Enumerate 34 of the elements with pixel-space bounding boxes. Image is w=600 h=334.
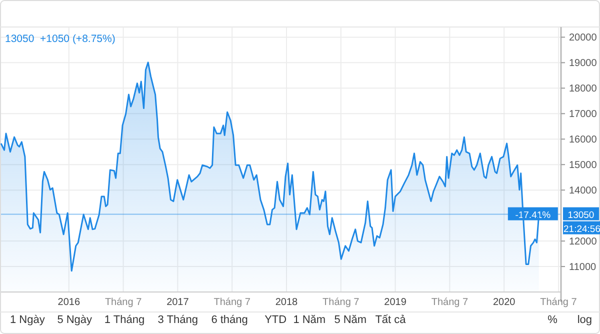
y-tick-label: 15000 [569,160,598,172]
y-tick-label: 14000 [569,186,598,197]
y-tick-label: 17000 [569,109,598,120]
x-tick-label: Tháng 7 [540,297,578,308]
y-tick-label: 18000 [569,84,598,95]
x-tick-label: 2019 [384,297,407,308]
y-tick-label: 20000 [569,32,598,44]
text: 1 Tháng [104,314,145,326]
text: 5 Ngày [57,314,93,326]
annotation: -17.41% [515,210,552,221]
x-tick-label: Tháng 7 [431,297,468,308]
x-tick-label: Tháng 7 [104,297,142,308]
text: 21:24:56 [564,224,600,235]
x-tick-label: 2016 [58,297,80,308]
ref-line-label: 13050 [568,210,594,221]
x-tick-label: 2017 [166,297,190,308]
x-tick-label: 2018 [275,297,298,308]
text: 1 Ngày [10,314,46,326]
x-tick-label: Tháng 7 [214,297,251,308]
text: 6 tháng [211,314,248,326]
x-tick-label: Tháng 7 [322,297,360,308]
text: 3 Tháng [158,314,198,326]
text: Tất cả [375,314,407,326]
text: 1 Năm [293,314,326,326]
text: % [548,314,558,326]
y-tick-label: 12000 [569,236,598,248]
y-tick-label: 11000 [569,262,597,274]
x-tick-label: 2020 [492,297,516,308]
y-tick-label: 19000 [569,58,598,70]
text: 5 Năm [334,314,367,326]
text: log [577,314,592,326]
text: YTD [264,314,287,326]
y-tick-label: 16000 [569,134,598,146]
annotation: 13050 +1050 (+8.75%) [5,33,116,45]
